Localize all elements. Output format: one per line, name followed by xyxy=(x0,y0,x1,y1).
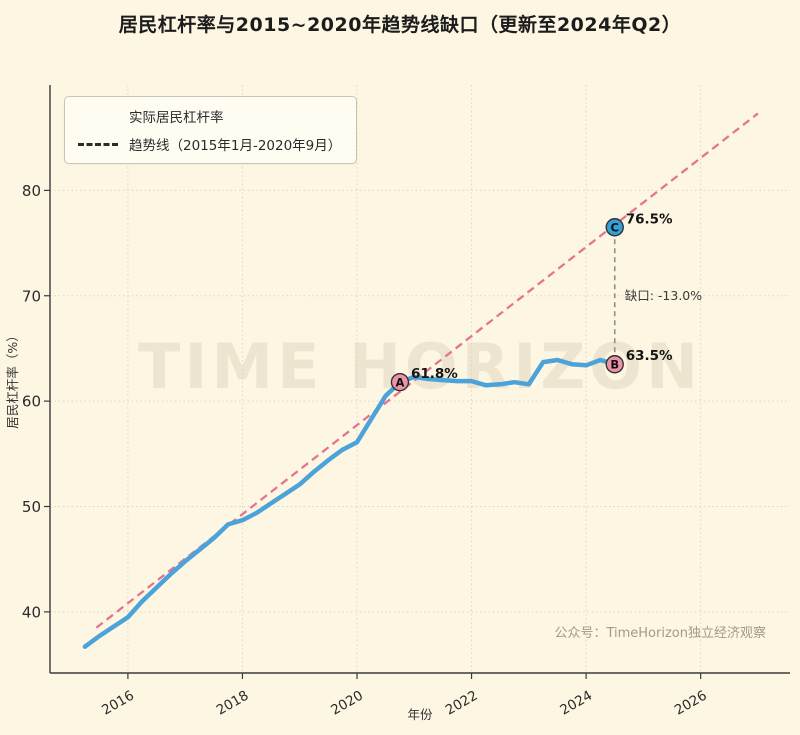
y-tick-label-50: 50 xyxy=(22,498,41,516)
legend-item-actual: 实际居民杠杆率 xyxy=(78,106,341,126)
y-tick-label-60: 60 xyxy=(22,393,41,411)
watermark: TIME HORIZON xyxy=(138,330,702,403)
legend-label-actual: 实际居民杠杆率 xyxy=(129,110,224,126)
actual-line xyxy=(82,357,617,649)
x-tick-label-2016: 2016 xyxy=(99,688,137,719)
trend-line xyxy=(95,112,759,629)
legend-swatch-actual-line xyxy=(78,114,118,119)
marker-letter-A: A xyxy=(396,375,405,389)
y-tick-label-70: 70 xyxy=(22,287,41,305)
legend: 实际居民杠杆率 趋势线（2015年1月-2020年9月） xyxy=(64,96,358,164)
chart-title: 居民杠杆率与2015~2020年趋势线缺口（更新至2024年Q2） xyxy=(118,14,682,36)
x-tick-label-2022: 2022 xyxy=(443,688,481,719)
marker-B xyxy=(605,355,624,374)
y-tick-label-80: 80 xyxy=(22,182,41,200)
legend-item-trend: 趋势线（2015年1月-2020年9月） xyxy=(78,134,341,154)
marker-letter-C: C xyxy=(611,220,619,234)
credit-text: 公众号：TimeHorizon独立经济观察 xyxy=(554,626,766,641)
marker-A xyxy=(390,372,410,392)
value-label-A: 61.8% xyxy=(411,366,458,382)
y-tick-label-40: 40 xyxy=(22,603,41,621)
x-tick-label-2026: 2026 xyxy=(672,688,710,719)
x-tick-label-2020: 2020 xyxy=(328,688,366,719)
legend-label-trend: 趋势线（2015年1月-2020年9月） xyxy=(129,138,342,154)
gap-label: 缺口: -13.0% xyxy=(625,288,703,303)
x-tick-label-2018: 2018 xyxy=(214,688,252,719)
x-axis-label: 年份 xyxy=(407,707,433,722)
marker-C xyxy=(605,218,624,237)
value-label-C: 76.5% xyxy=(626,211,673,227)
y-axis-label: 居民杠杆率（%） xyxy=(5,329,20,428)
marker-letter-B: B xyxy=(610,357,619,371)
legend-swatch-trend-line xyxy=(78,142,118,146)
x-tick-label-2024: 2024 xyxy=(557,688,595,719)
value-label-B: 63.5% xyxy=(626,348,673,364)
